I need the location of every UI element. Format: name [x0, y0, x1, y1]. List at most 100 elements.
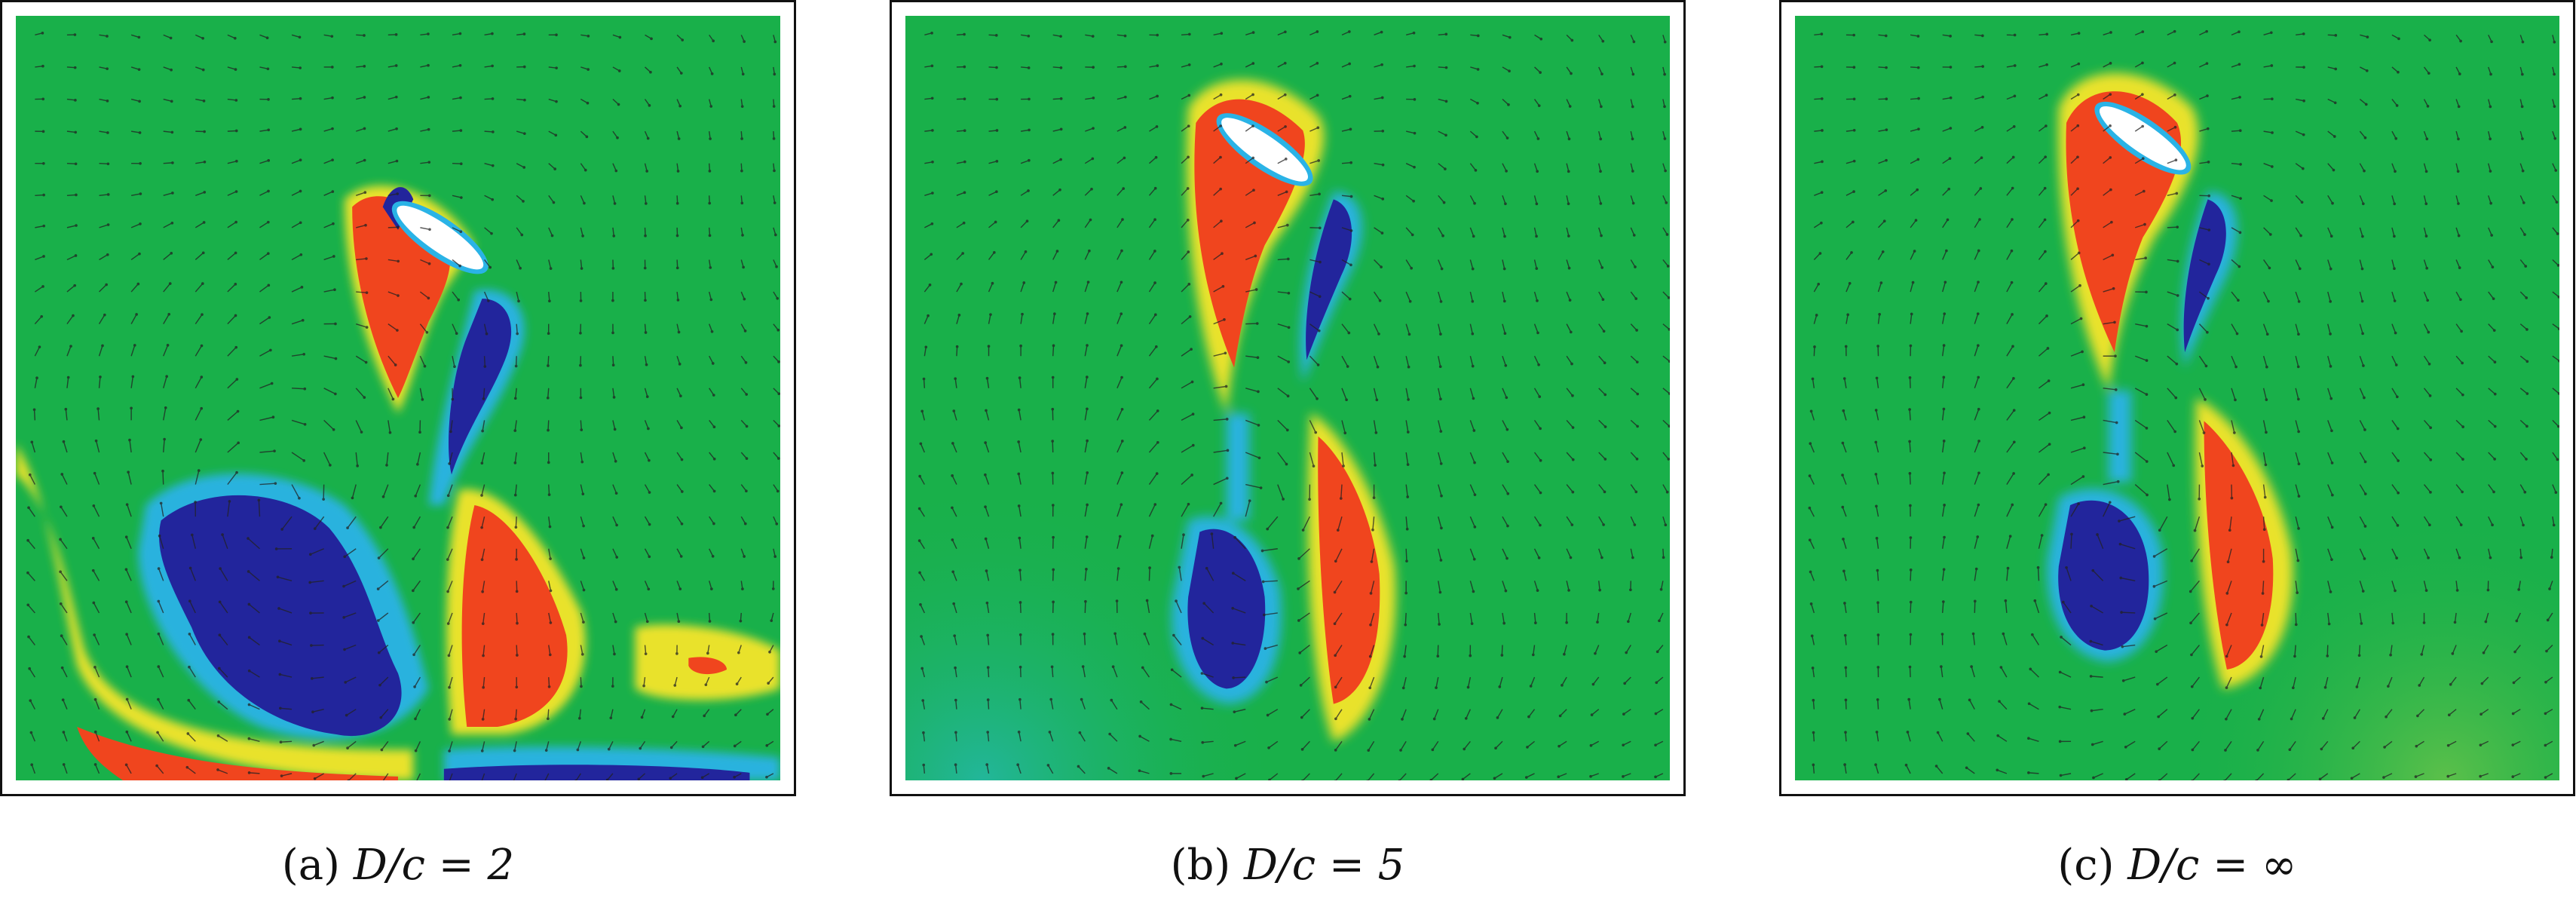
velocity-arrow	[126, 601, 132, 614]
velocity-arrow	[1309, 94, 1318, 100]
velocity-arrow	[2290, 709, 2296, 719]
arrow-head	[743, 297, 746, 301]
arrow-head	[1219, 155, 1222, 159]
velocity-arrow	[1502, 452, 1509, 462]
arrow-head	[2546, 618, 2550, 622]
velocity-arrow	[2455, 291, 2461, 300]
arrow-head	[2238, 265, 2241, 268]
arrow-head	[2544, 743, 2547, 747]
velocity-arrow	[580, 163, 587, 171]
velocity-arrow	[2157, 676, 2168, 685]
arrow-head	[1051, 440, 1055, 443]
arrow-head	[611, 685, 614, 688]
velocity-arrow	[2121, 577, 2136, 582]
arrow-head	[1531, 653, 1535, 657]
arrow-head	[1524, 776, 1528, 779]
arrow-head	[650, 37, 653, 41]
arrow-head	[170, 252, 173, 255]
velocity-arrow	[708, 612, 711, 622]
arrow-head	[547, 685, 551, 688]
velocity-arrow	[1277, 291, 1289, 294]
arrow-head	[1257, 456, 1261, 460]
arrow-head	[74, 130, 78, 134]
velocity-arrow	[1662, 548, 1665, 558]
arrow-head	[1850, 251, 1853, 254]
arrow-head	[1284, 30, 1287, 34]
velocity-arrow	[1181, 188, 1189, 196]
velocity-arrow	[2199, 63, 2207, 68]
velocity-arrow	[2262, 291, 2269, 302]
arrow-head	[2012, 409, 2016, 412]
velocity-arrow	[259, 66, 268, 69]
velocity-arrow	[2295, 516, 2299, 529]
arrow-head	[455, 332, 458, 336]
arrow-head	[1348, 30, 1351, 33]
arrow-head	[394, 95, 398, 99]
arrow-head	[2141, 93, 2144, 97]
velocity-arrow	[2359, 323, 2363, 334]
arrow-head	[677, 330, 681, 334]
velocity-arrow	[1845, 160, 1855, 164]
arrow-head	[644, 299, 647, 302]
arrow-head	[38, 345, 41, 348]
velocity-arrow	[2092, 740, 2103, 746]
velocity-arrow	[227, 221, 237, 228]
velocity-arrow	[1149, 95, 1158, 100]
arrow-head	[331, 190, 335, 193]
arrow-head	[1635, 360, 1639, 363]
velocity-arrow	[249, 737, 260, 742]
arrow-head	[99, 375, 102, 379]
arrow-head	[1508, 35, 1512, 39]
velocity-arrow	[35, 194, 44, 196]
arrow-head	[483, 365, 487, 368]
velocity-arrow	[2513, 709, 2521, 715]
velocity-arrow	[356, 127, 365, 132]
arrow-head	[2145, 290, 2148, 294]
velocity-arrow	[1373, 291, 1381, 302]
velocity-arrow	[355, 420, 363, 433]
arrow-head	[2202, 431, 2206, 434]
arrow-head	[1563, 652, 1566, 656]
arrow-head	[1406, 495, 1410, 498]
velocity-arrow	[2545, 709, 2553, 714]
velocity-arrow	[2455, 452, 2464, 460]
arrow-head	[135, 313, 138, 316]
velocity-arrow	[1108, 768, 1118, 774]
arrow-head	[1472, 590, 1475, 593]
velocity-arrow	[1341, 323, 1349, 333]
velocity-arrow	[2231, 452, 2234, 466]
arrow-head	[2511, 743, 2515, 746]
arrow-head	[2124, 777, 2128, 780]
velocity-arrow	[380, 516, 389, 528]
velocity-arrow	[416, 773, 421, 780]
velocity-arrow	[1277, 224, 1288, 228]
arrow-head	[266, 220, 270, 224]
velocity-arrow	[1266, 676, 1279, 683]
arrow-head	[2545, 649, 2548, 653]
arrow-head	[611, 266, 615, 270]
arrow-head	[984, 473, 987, 477]
velocity-arrow	[1845, 252, 1852, 260]
velocity-arrow	[2263, 195, 2272, 201]
velocity-arrow	[1842, 538, 1847, 549]
velocity-arrow	[2423, 195, 2427, 204]
arrow-head	[1537, 363, 1540, 366]
velocity-arrow	[452, 195, 462, 198]
velocity-arrow	[2480, 709, 2489, 715]
arrow-head	[1248, 499, 1251, 503]
velocity-arrow	[1942, 314, 1945, 324]
velocity-arrow	[923, 379, 926, 388]
velocity-arrow	[956, 314, 960, 324]
arrow-head	[106, 35, 109, 38]
arrow-head	[995, 66, 998, 69]
arrow-head	[1438, 590, 1442, 594]
velocity-arrow	[1974, 219, 1980, 228]
arrow-head	[1842, 569, 1845, 573]
velocity-arrow	[2134, 62, 2143, 68]
arrow-head	[2157, 715, 2160, 719]
arrow-head	[2045, 314, 2048, 317]
velocity-arrow	[2295, 323, 2299, 335]
velocity-arrow	[259, 160, 269, 164]
arrow-head	[1120, 249, 1123, 253]
velocity-arrow	[1405, 548, 1407, 562]
